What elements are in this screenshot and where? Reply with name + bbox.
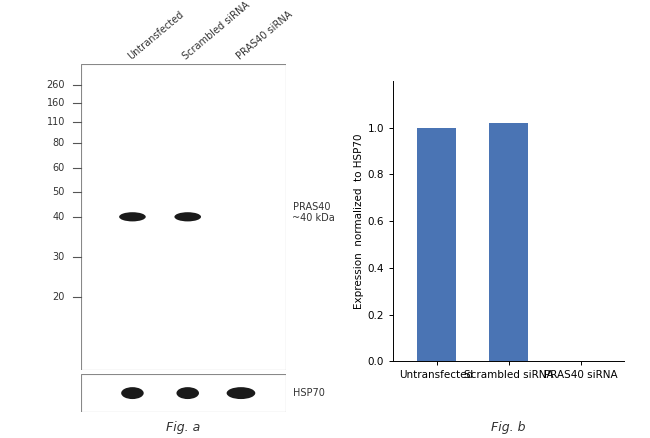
Text: 30: 30 — [53, 252, 65, 261]
Text: 40: 40 — [53, 212, 65, 222]
Ellipse shape — [174, 212, 201, 222]
Y-axis label: Expression  normalized  to HSP70: Expression normalized to HSP70 — [354, 134, 363, 309]
Text: HSP70: HSP70 — [292, 388, 324, 398]
Ellipse shape — [119, 212, 146, 222]
Ellipse shape — [176, 387, 199, 399]
Text: 110: 110 — [47, 117, 65, 127]
Bar — [417, 128, 456, 361]
Text: Scrambled siRNA: Scrambled siRNA — [181, 0, 252, 61]
Text: 80: 80 — [53, 138, 65, 148]
Text: Fig. a: Fig. a — [166, 420, 201, 434]
Text: 160: 160 — [47, 99, 65, 108]
Text: PRAS40 siRNA: PRAS40 siRNA — [235, 9, 294, 61]
Text: 260: 260 — [47, 80, 65, 90]
Ellipse shape — [227, 387, 255, 399]
Text: 50: 50 — [53, 187, 65, 197]
Text: Untransfected: Untransfected — [126, 9, 186, 61]
Bar — [489, 123, 528, 361]
Text: PRAS40
~40 kDa: PRAS40 ~40 kDa — [292, 201, 335, 223]
Ellipse shape — [121, 387, 144, 399]
Text: 60: 60 — [53, 163, 65, 173]
Text: Fig. b: Fig. b — [491, 420, 526, 434]
Text: 20: 20 — [53, 292, 65, 301]
